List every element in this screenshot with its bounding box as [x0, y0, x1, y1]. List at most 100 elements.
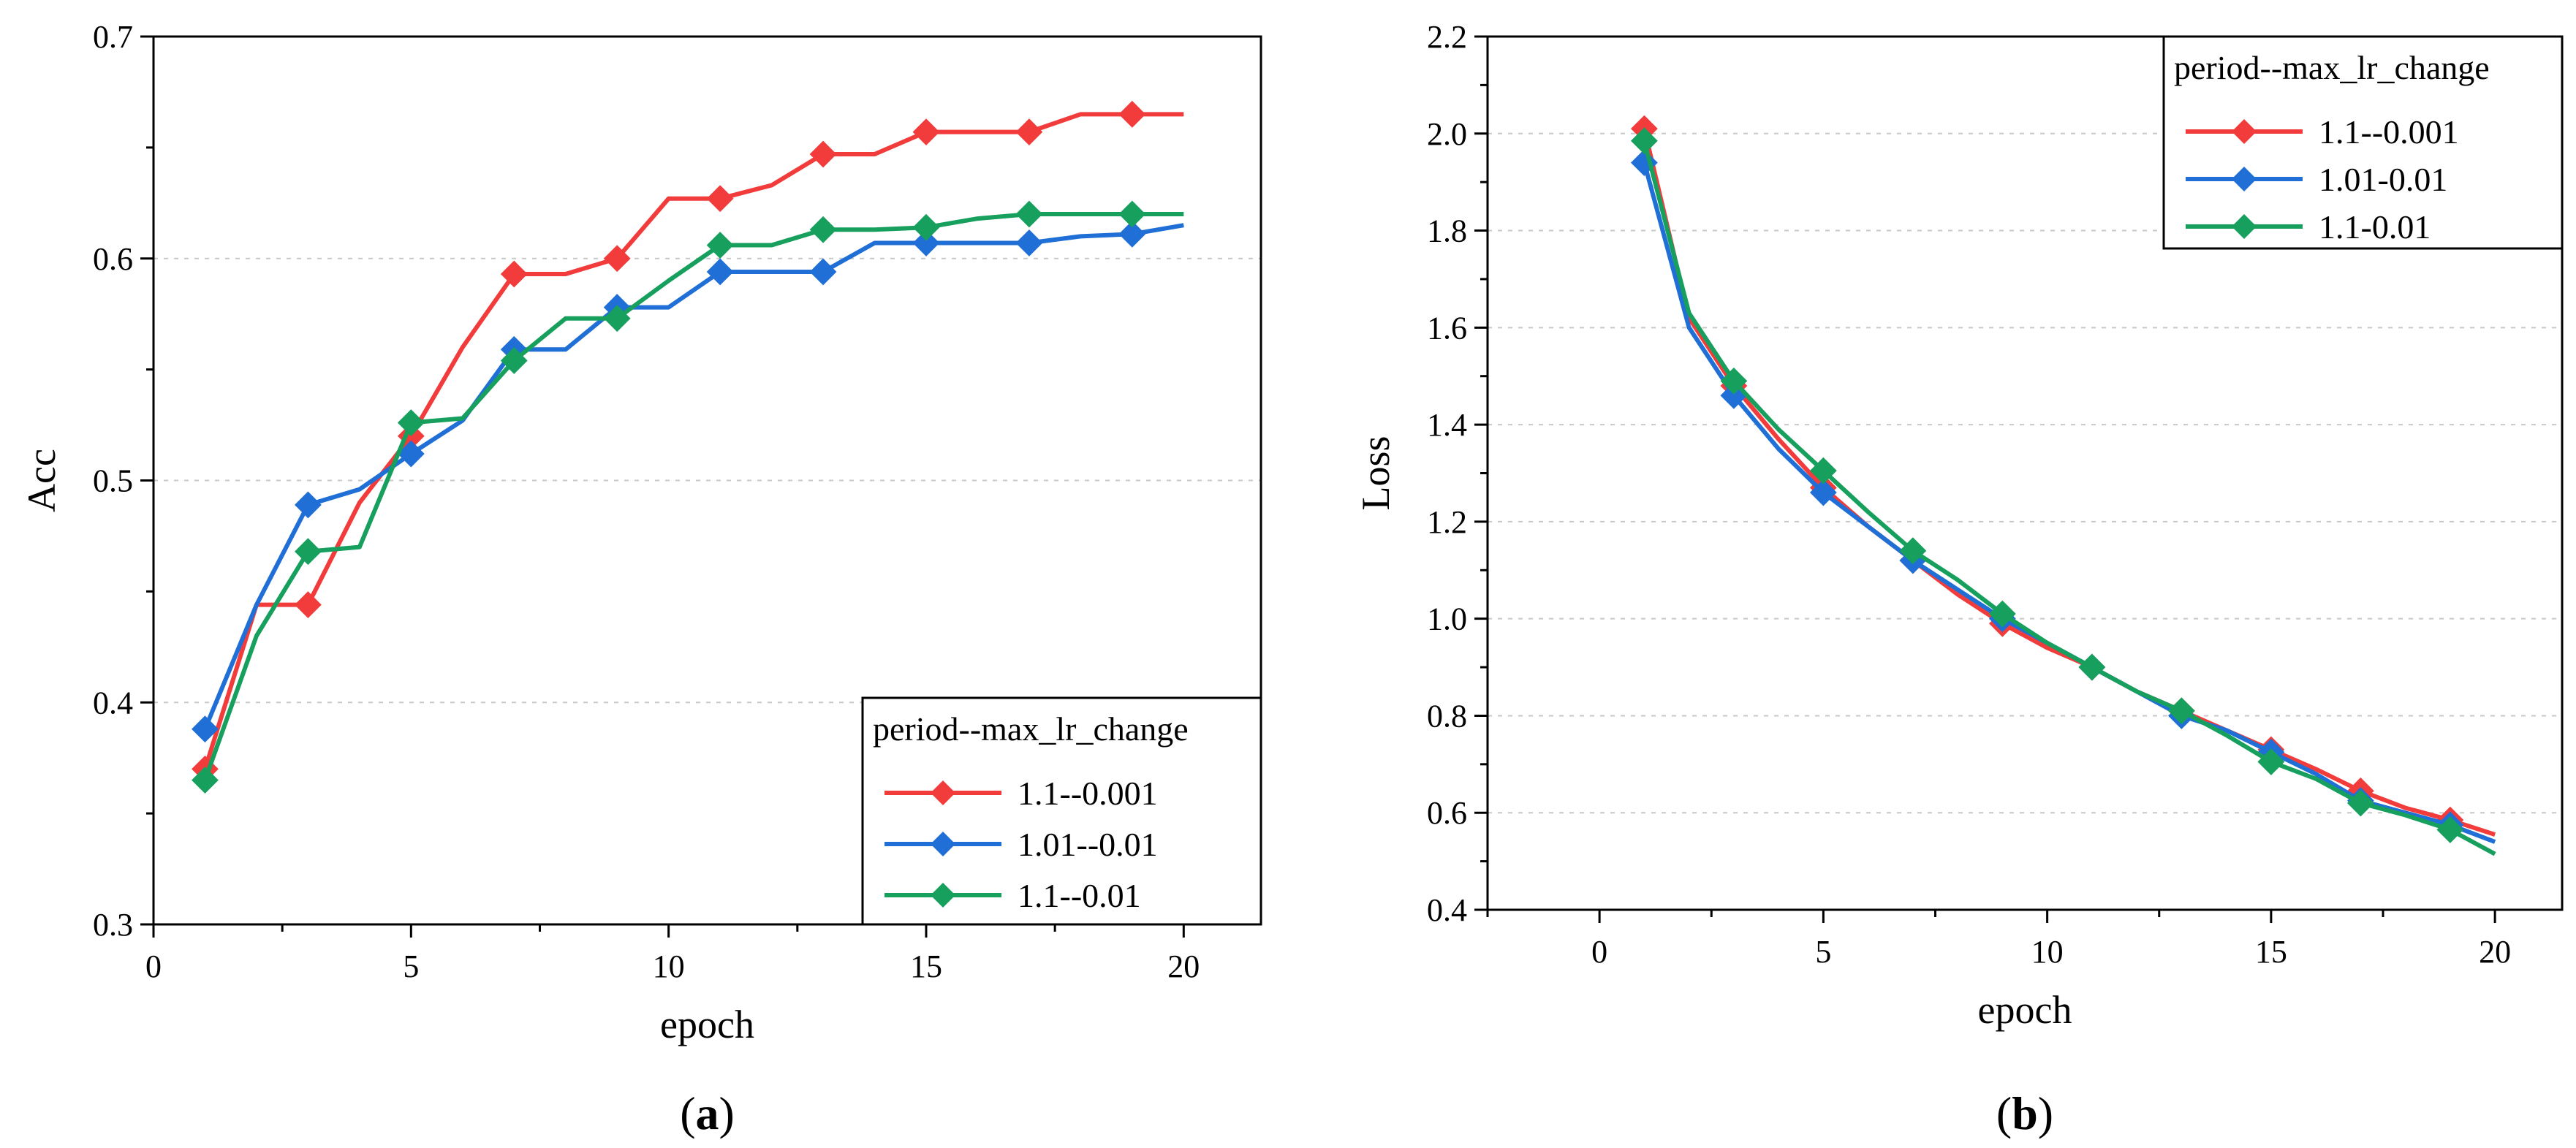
data-point — [1720, 367, 1748, 395]
y-tick-label: 0.6 — [93, 241, 133, 277]
y-tick-label: 0.3 — [93, 907, 133, 943]
panel-label-letter: b — [2012, 1087, 2038, 1139]
data-point — [1118, 220, 1146, 248]
series-1 — [1630, 149, 2496, 844]
x-axis-title: epoch — [1978, 988, 2072, 1032]
panel-label: (b) — [1996, 1087, 2053, 1139]
data-point — [2346, 789, 2374, 817]
series-2 — [1630, 127, 2496, 856]
y-tick-label: 1.2 — [1427, 504, 1467, 540]
panel-label-open: ( — [1996, 1087, 2012, 1139]
legend-title: period--max_lr_change — [2174, 49, 2490, 86]
y-tick-label: 0.5 — [93, 463, 133, 499]
legend-entry: 1.1--0.001 — [2319, 113, 2459, 151]
panel-label-letter: a — [696, 1087, 719, 1139]
legend-swatch-marker — [2232, 119, 2257, 144]
y-tick-label: 2.0 — [1427, 116, 1467, 152]
y-tick-label: 2.2 — [1427, 19, 1467, 55]
panel-label-open: ( — [680, 1087, 695, 1139]
x-tick-label: 10 — [653, 949, 685, 984]
data-point — [706, 258, 734, 286]
y-tick-label: 1.8 — [1427, 213, 1467, 249]
data-point — [603, 305, 631, 332]
data-point — [912, 213, 940, 241]
data-point — [397, 440, 425, 468]
legend-swatch-marker — [931, 832, 955, 856]
data-point — [2257, 748, 2285, 775]
series-line — [202, 212, 1184, 781]
chart-panel-a: 0 5 10 15 20 0.3 0.4 0.5 0.6 0.7 epoch Acc (a) period… — [20, 19, 1262, 1139]
panel-label-close: ) — [719, 1087, 735, 1139]
y-tick-label: 1.4 — [1427, 407, 1467, 443]
x-tick-label: 15 — [2255, 934, 2287, 970]
data-point — [500, 347, 528, 374]
data-point — [294, 491, 322, 519]
data-point — [912, 118, 940, 146]
series-line — [1642, 161, 2496, 844]
data-point — [1015, 200, 1043, 228]
x-tick-label: 5 — [403, 949, 419, 984]
legend-title: period--max_lr_change — [873, 710, 1189, 748]
data-point — [1118, 100, 1146, 128]
legend-entry: 1.01-0.01 — [2319, 161, 2447, 198]
legend-frame — [861, 696, 1262, 926]
legend-swatch-marker — [931, 883, 955, 908]
x-tick-label: 10 — [2031, 934, 2064, 970]
data-point — [192, 715, 219, 743]
legend-frame — [2162, 35, 2564, 250]
y-tick-label: 1.6 — [1427, 310, 1467, 346]
data-point — [809, 258, 837, 286]
data-point — [706, 232, 734, 259]
x-tick-label: 5 — [1815, 934, 1831, 970]
chart-panel-b: 0 5 10 15 20 0.4 0.6 0.8 1.0 1.2 1.4 1.6 1.8 2.0 2.2 ep… — [1354, 19, 2564, 1139]
y-tick-label: 0.6 — [1427, 795, 1467, 831]
data-point — [809, 216, 837, 243]
data-point — [1015, 229, 1043, 256]
y-tick-label: 0.4 — [1427, 892, 1467, 928]
legend-entry: 1.01--0.01 — [1018, 826, 1158, 863]
legend: period--max_lr_change 1.1--0.001 1.01--0.0… — [861, 696, 1262, 926]
data-point — [1015, 118, 1043, 146]
data-point — [397, 409, 425, 436]
legend-swatch-marker — [2232, 167, 2257, 191]
data-point — [2167, 697, 2195, 725]
data-point — [192, 767, 219, 794]
panel-label-close: ) — [2038, 1087, 2053, 1139]
x-tick-label: 15 — [910, 949, 942, 984]
data-point — [912, 229, 940, 256]
data-point — [603, 245, 631, 273]
legend-entry: 1.1-0.01 — [2319, 208, 2431, 246]
data-point — [294, 591, 322, 619]
series-1 — [192, 220, 1184, 743]
x-tick-label: 20 — [1167, 949, 1200, 984]
y-axis-title: Acc — [20, 449, 64, 512]
data-point — [1630, 127, 1658, 155]
y-tick-label: 0.8 — [1427, 698, 1467, 734]
y-axis-title: Loss — [1354, 436, 1398, 510]
series-2 — [192, 200, 1184, 794]
y-tick-label: 0.7 — [93, 19, 133, 55]
series-line — [202, 223, 1184, 730]
legend: period--max_lr_change 1.1--0.001 1.01-0.01… — [2162, 35, 2564, 250]
data-point — [2078, 653, 2106, 681]
data-point — [1118, 200, 1146, 228]
x-axis-title: epoch — [660, 1003, 754, 1046]
data-point — [294, 538, 322, 566]
data-point — [809, 140, 837, 168]
series-0 — [192, 100, 1184, 783]
data-point — [1809, 479, 1837, 506]
data-point — [1809, 457, 1837, 484]
y-tick-label: 0.4 — [93, 685, 133, 721]
x-tick-label: 0 — [1591, 934, 1607, 970]
legend-swatch-marker — [2232, 214, 2257, 239]
data-point — [1899, 537, 1927, 565]
legend-entry: 1.1--0.001 — [1018, 775, 1158, 812]
legend-swatch-marker — [931, 780, 955, 805]
y-tick-label: 1.0 — [1427, 601, 1467, 637]
legend-entry: 1.1--0.01 — [1018, 877, 1141, 914]
x-tick-label: 0 — [145, 949, 162, 984]
x-tick-label: 20 — [2479, 934, 2511, 970]
data-point — [500, 260, 528, 288]
data-point — [2436, 816, 2464, 843]
